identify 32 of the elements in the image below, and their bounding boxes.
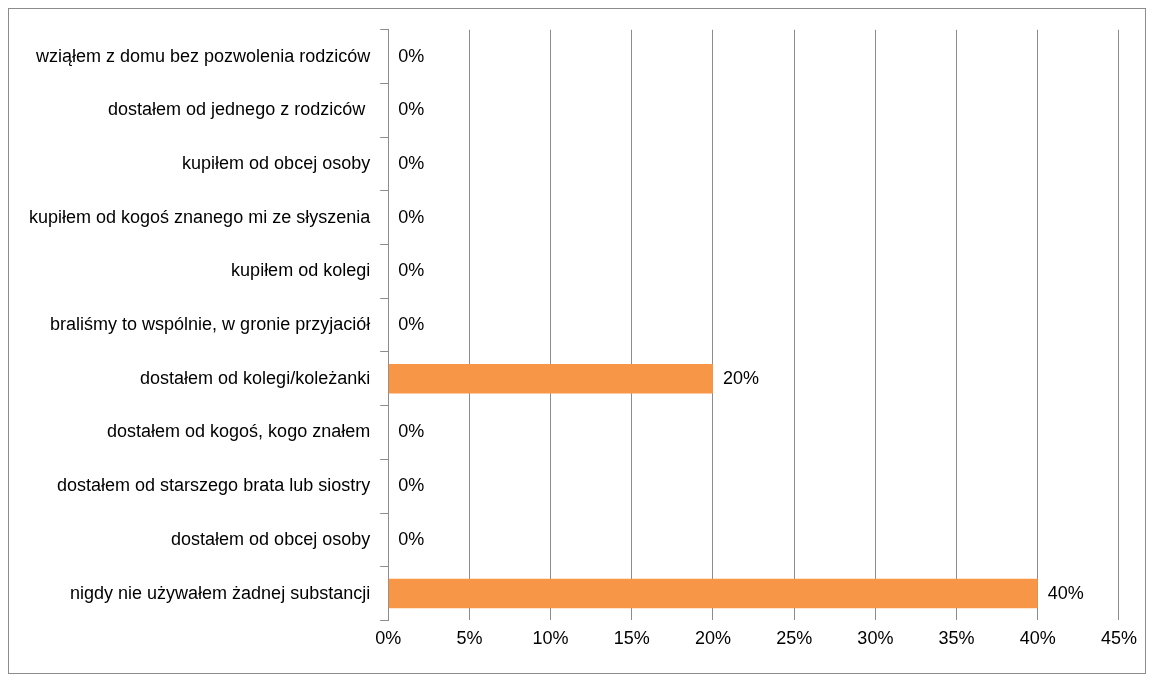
x-tick-label: 45%	[1100, 628, 1137, 649]
data-label: 0%	[398, 260, 425, 281]
y-tick-label: dostałem od starszego brata lub siostry	[57, 475, 371, 496]
data-label: 40%	[1047, 582, 1084, 603]
data-label: 0%	[398, 421, 425, 442]
y-tick-label: dostałem od jednego z rodziców	[108, 99, 371, 120]
data-label: 0%	[398, 528, 425, 549]
x-tick-label: 10%	[532, 628, 569, 649]
x-tick-label: 5%	[456, 628, 483, 649]
data-label: 0%	[398, 45, 425, 66]
data-label: 0%	[398, 99, 425, 120]
y-tick-label: wziąłem z domu bez pozwolenia rodziców	[35, 45, 372, 66]
data-label: 0%	[398, 153, 425, 173]
y-tick-label: braliśmy to wspólnie, w gronie przyjaciół	[50, 314, 371, 335]
y-tick-label: kupiłem od obcej osoby	[182, 153, 371, 173]
x-tick-label: 35%	[938, 628, 975, 649]
x-tick-label: 40%	[1019, 628, 1056, 649]
x-tick-label: 25%	[776, 628, 813, 649]
data-label: 0%	[398, 475, 425, 496]
x-tick-label: 15%	[613, 628, 650, 649]
data-label: 0%	[398, 206, 425, 227]
y-tick-label: dostałem od kolegi/koleżanki	[140, 367, 371, 388]
y-tick-label: kupiłem od kolegi	[231, 260, 371, 281]
y-tick-label: dostałem od obcej osoby	[171, 528, 371, 549]
x-tick-label: 0%	[375, 628, 402, 649]
x-tick-label: 20%	[694, 628, 731, 649]
x-tick-label: 30%	[857, 628, 894, 649]
y-tick-label: dostałem od kogoś, kogo znałem	[107, 421, 371, 442]
y-tick-label: kupiłem od kogoś znanego mi ze słyszenia	[29, 206, 372, 227]
y-tick-label: nigdy nie używałem żadnej substancji	[70, 582, 371, 603]
data-label: 0%	[398, 314, 425, 335]
data-label: 20%	[722, 367, 760, 388]
